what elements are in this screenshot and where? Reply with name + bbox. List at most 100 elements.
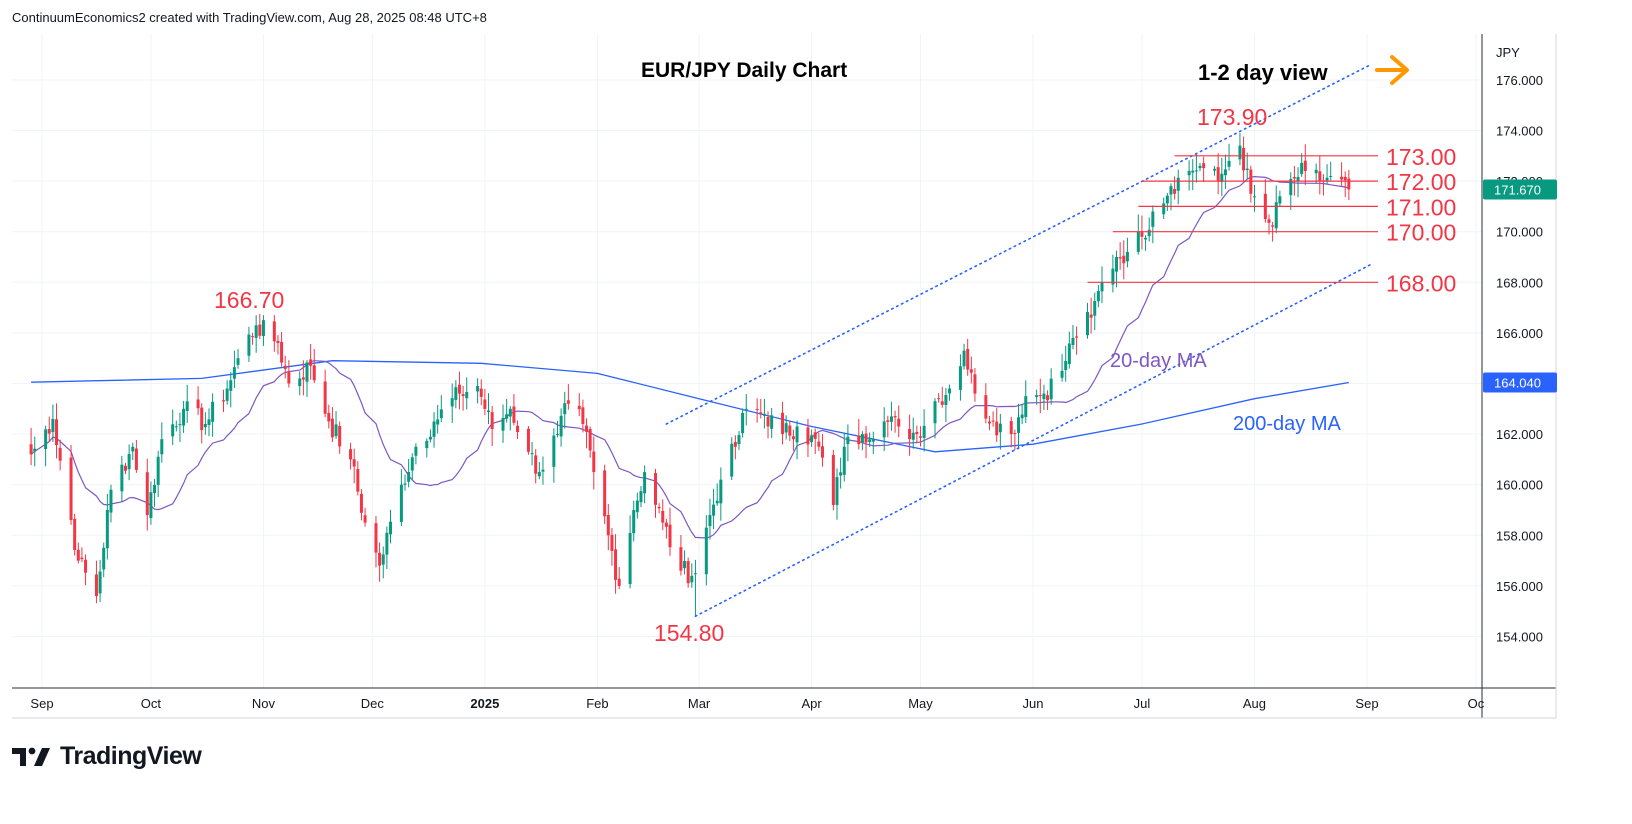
tradingview-logo-icon [12, 747, 50, 766]
currency-label: JPY [1496, 45, 1520, 60]
x-tick-label: Apr [801, 696, 822, 711]
candle-body [958, 366, 962, 390]
candle-body [603, 470, 607, 517]
y-tick-label: 160.000 [1496, 478, 1543, 493]
key-point-label: 154.80 [654, 620, 724, 646]
y-tick-label: 154.000 [1496, 630, 1543, 645]
candle-body [1325, 177, 1329, 181]
ma200-line [31, 360, 1349, 453]
chart-axes: 154.000 156.000 158.000 160.000 162.000 164.0… [12, 34, 1557, 719]
candle-body [1202, 163, 1206, 169]
candle-body [555, 434, 559, 436]
candle-body [323, 381, 327, 414]
candle-body [1314, 169, 1318, 174]
candle-body [134, 448, 138, 470]
candle-body [156, 456, 160, 485]
candle-body [1296, 176, 1300, 182]
candle-body [58, 447, 62, 461]
candle-body [541, 469, 545, 472]
y-tick-label: 170.000 [1496, 225, 1543, 240]
candle-body [1227, 160, 1231, 167]
candle-body [839, 472, 843, 476]
candle-body [1024, 396, 1028, 418]
candle-body [686, 561, 690, 584]
candle-body [1173, 189, 1177, 194]
candle-body [258, 324, 262, 336]
candle-body [1347, 178, 1351, 190]
candle-body [1252, 196, 1256, 198]
candle-body [407, 472, 411, 482]
candle-body [918, 436, 922, 438]
candle-body [526, 428, 530, 452]
candle-body [69, 457, 73, 520]
candle-body [251, 336, 255, 338]
plot-area[interactable] [29, 63, 1378, 618]
y-tick-label: 176.000 [1496, 73, 1543, 88]
candle-body [683, 560, 687, 569]
candle-body [207, 419, 211, 426]
candle-body [766, 417, 770, 427]
candle-body [236, 358, 240, 365]
candle-body [501, 418, 505, 431]
candle-body [915, 431, 919, 435]
candle-body [378, 552, 382, 566]
candle-body [403, 483, 407, 485]
candle-body [479, 388, 483, 397]
candle-body [388, 521, 392, 535]
candle-body [944, 395, 948, 405]
candle-body [715, 500, 719, 504]
candle-body [817, 441, 821, 447]
candle-body [1303, 160, 1307, 171]
candle-body [1118, 257, 1122, 259]
candle-body [301, 377, 305, 380]
candle-body [98, 571, 102, 594]
candle-body [465, 391, 469, 399]
candle-body [338, 426, 342, 447]
candle-body [664, 522, 668, 527]
candle-body [948, 388, 952, 394]
candle-body [592, 451, 596, 473]
candle-body [966, 348, 970, 370]
candle-body [211, 401, 215, 422]
candle-body [229, 380, 233, 391]
candle-body [857, 435, 861, 445]
candle-body [653, 473, 657, 505]
candle-body [410, 457, 414, 471]
x-tick-label: 2025 [470, 696, 499, 711]
candle-body [1020, 414, 1024, 419]
candle-body [203, 423, 207, 428]
candle-body [428, 436, 432, 440]
candle-body [1340, 176, 1344, 180]
candle-body [102, 547, 106, 570]
candle-body [436, 419, 440, 425]
candle-body [225, 388, 229, 401]
candle-body [813, 432, 817, 439]
candle-body [643, 472, 647, 494]
candle-body [356, 469, 360, 492]
candle-body [178, 424, 182, 426]
level-label: 172.00 [1386, 169, 1456, 195]
level-label: 168.00 [1386, 270, 1456, 296]
candle-body [131, 446, 135, 452]
candle-body [512, 406, 516, 423]
candle-body [810, 435, 814, 443]
candle-body [835, 477, 839, 505]
candle-body [1122, 255, 1126, 264]
candle-body [174, 426, 178, 428]
y-tick-label: 156.000 [1496, 579, 1543, 594]
candle-body [820, 446, 824, 458]
y-tick-label: 158.000 [1496, 528, 1543, 543]
candle-body [1140, 232, 1144, 237]
candle-body [185, 401, 189, 411]
candle-body [868, 439, 872, 443]
candle-body [1125, 251, 1129, 262]
candle-body [51, 418, 55, 432]
candle-body [298, 378, 302, 387]
candle-body [1093, 300, 1097, 316]
candle-body [280, 342, 284, 363]
level-label: 170.00 [1386, 220, 1456, 246]
candle-body [330, 418, 334, 438]
candle-body [733, 441, 737, 447]
candle-body [1100, 282, 1104, 292]
